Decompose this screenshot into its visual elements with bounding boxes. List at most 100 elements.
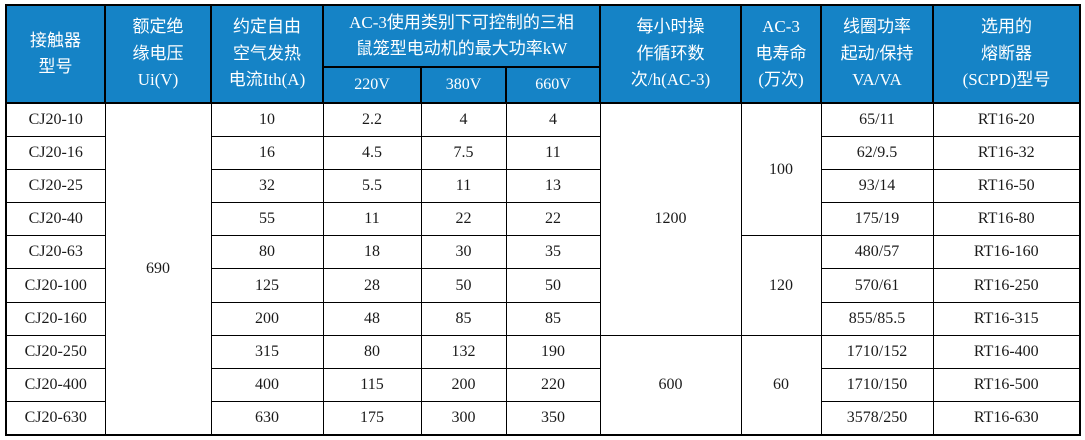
cell-life-merged: 120: [740, 235, 822, 336]
table-row: CJ20-100 125 28 50 50 570/61 RT16-250: [5, 268, 1081, 303]
cell-p220: 11: [322, 202, 422, 237]
table-row: CJ20-400 400 115 200 220 1710/150 RT16-5…: [5, 367, 1081, 403]
header-insulation-voltage: 额定绝 缘电压 Ui(V): [104, 4, 212, 104]
cell-p220: 175: [322, 401, 422, 436]
cell-p380: 300: [420, 401, 507, 436]
cell-p380: 200: [420, 367, 507, 403]
cell-model: CJ20-100: [5, 268, 106, 303]
cell-fuse: RT16-50: [932, 168, 1081, 204]
cell-p380: 50: [420, 268, 507, 303]
cell-model: CJ20-400: [5, 367, 106, 403]
cell-p660: 22: [505, 202, 601, 237]
header-model: 接触器 型号: [5, 4, 106, 104]
header-row-1: 接触器 型号 额定绝 缘电压 Ui(V) 约定自由 空气发热 电流Ith(A) …: [5, 4, 1082, 104]
cell-p380: 7.5: [420, 135, 507, 170]
table-row: CJ20-25 32 5.5 11 13 93/14 RT16-50: [5, 168, 1081, 204]
cell-p380: 4: [420, 102, 507, 137]
cell-p660: 4: [505, 102, 601, 137]
cell-p380: 132: [420, 334, 507, 370]
cell-p380: 30: [420, 235, 507, 270]
cell-model: CJ20-10: [5, 102, 106, 137]
cell-fuse: RT16-160: [932, 235, 1081, 270]
cell-model: CJ20-160: [5, 301, 106, 336]
cell-p660: 13: [505, 168, 601, 204]
cell-p660: 350: [505, 401, 601, 436]
cell-coil: 570/61: [820, 268, 934, 303]
header-380v: 380V: [420, 66, 507, 104]
cell-p380: 22: [420, 202, 507, 237]
cell-p380: 85: [420, 301, 507, 336]
cell-ith: 55: [210, 202, 324, 237]
cell-coil: 855/85.5: [820, 301, 934, 336]
cell-p220: 2.2: [322, 102, 422, 137]
cell-p220: 80: [322, 334, 422, 370]
cell-cycles-merged: 1200: [599, 102, 742, 336]
cell-fuse: RT16-400: [932, 334, 1081, 370]
cell-model: CJ20-630: [5, 401, 106, 436]
header-thermal-current: 约定自由 空气发热 电流Ith(A): [210, 4, 324, 104]
table-row: CJ20-63 80 18 30 35 120 480/57 RT16-160: [5, 235, 1081, 336]
cell-p660: 220: [505, 367, 601, 403]
header-660v: 660V: [504, 66, 602, 104]
cell-coil: 65/11: [820, 102, 934, 137]
cell-fuse: RT16-630: [932, 401, 1081, 436]
cell-p220: 48: [322, 301, 422, 336]
cell-fuse: RT16-20: [932, 102, 1081, 137]
cell-ith: 32: [210, 168, 324, 204]
cell-ui-merged: 690: [104, 102, 212, 436]
contactor-spec-table: 接触器 型号 额定绝 缘电压 Ui(V) 约定自由 空气发热 电流Ith(A) …: [5, 4, 1082, 436]
cell-cycles-merged: 600: [599, 334, 742, 436]
cell-p660: 85: [505, 301, 601, 336]
cell-model: CJ20-25: [5, 168, 106, 204]
header-electrical-life: AC-3 电寿命 (万次): [740, 4, 823, 104]
table-row: CJ20-40 55 11 22 22 175/19 RT16-80: [5, 202, 1081, 237]
header-ac3-power-group: AC-3使用类别下可控制的三相 鼠笼型电动机的最大功率kW: [321, 4, 602, 68]
cell-model: CJ20-250: [5, 334, 106, 370]
header-fuse: 选用的 熔断器 (SCPD)型号: [932, 4, 1082, 104]
cell-p220: 5.5: [322, 168, 422, 204]
table-header: 接触器 型号 额定绝 缘电压 Ui(V) 约定自由 空气发热 电流Ith(A) …: [5, 4, 1082, 104]
cell-p220: 18: [322, 235, 422, 270]
cell-ith: 80: [210, 235, 324, 270]
table-row: CJ20-250 315 80 132 190 600 60 1710/152 …: [5, 334, 1081, 436]
cell-p220: 115: [322, 367, 422, 403]
cell-p660: 190: [505, 334, 601, 370]
cell-p220: 4.5: [322, 135, 422, 170]
table-row: CJ20-10 690 10 2.2 4 4 1200 100 65/11 RT…: [5, 102, 1081, 436]
cell-p660: 35: [505, 235, 601, 270]
cell-fuse: RT16-32: [932, 135, 1081, 170]
cell-p660: 50: [505, 268, 601, 303]
cell-fuse: RT16-80: [932, 202, 1081, 237]
cell-ith: 200: [210, 301, 324, 336]
header-row-2: 220V 380V 660V: [6, 66, 1080, 104]
cell-coil: 3578/250: [820, 401, 934, 436]
header-coil-power: 线圈功率 起动/保持 VA/VA: [820, 4, 935, 104]
cell-ith: 16: [210, 135, 324, 170]
cell-coil: 480/57: [820, 235, 934, 270]
cell-p660: 11: [505, 135, 601, 170]
cell-coil: 62/9.5: [820, 135, 934, 170]
cell-ith: 400: [210, 367, 324, 403]
cell-life-merged: 60: [740, 334, 822, 436]
cell-fuse: RT16-315: [932, 301, 1081, 336]
cell-model: CJ20-40: [5, 202, 106, 237]
header-220v: 220V: [322, 66, 422, 104]
cell-coil: 1710/150: [820, 367, 934, 403]
cell-ith: 630: [210, 401, 324, 436]
table-body: CJ20-10 690 10 2.2 4 4 1200 100 65/11 RT…: [5, 102, 1081, 436]
cell-ith: 315: [210, 334, 324, 370]
cell-model: CJ20-16: [5, 135, 106, 170]
cell-fuse: RT16-250: [932, 268, 1081, 303]
cell-coil: 175/19: [820, 202, 934, 237]
table-row: CJ20-630 630 175 300 350 3578/250 RT16-6…: [5, 401, 1081, 436]
cell-ith: 10: [210, 102, 324, 137]
cell-fuse: RT16-500: [932, 367, 1081, 403]
cell-p380: 11: [420, 168, 507, 204]
table-row: CJ20-16 16 4.5 7.5 11 62/9.5 RT16-32: [5, 135, 1081, 170]
cell-p220: 28: [322, 268, 422, 303]
header-cycles-per-hour: 每小时操 作循环数 次/h(AC-3): [599, 4, 743, 104]
cell-coil: 1710/152: [820, 334, 934, 370]
cell-life-merged: 100: [740, 102, 822, 237]
cell-coil: 93/14: [820, 168, 934, 204]
